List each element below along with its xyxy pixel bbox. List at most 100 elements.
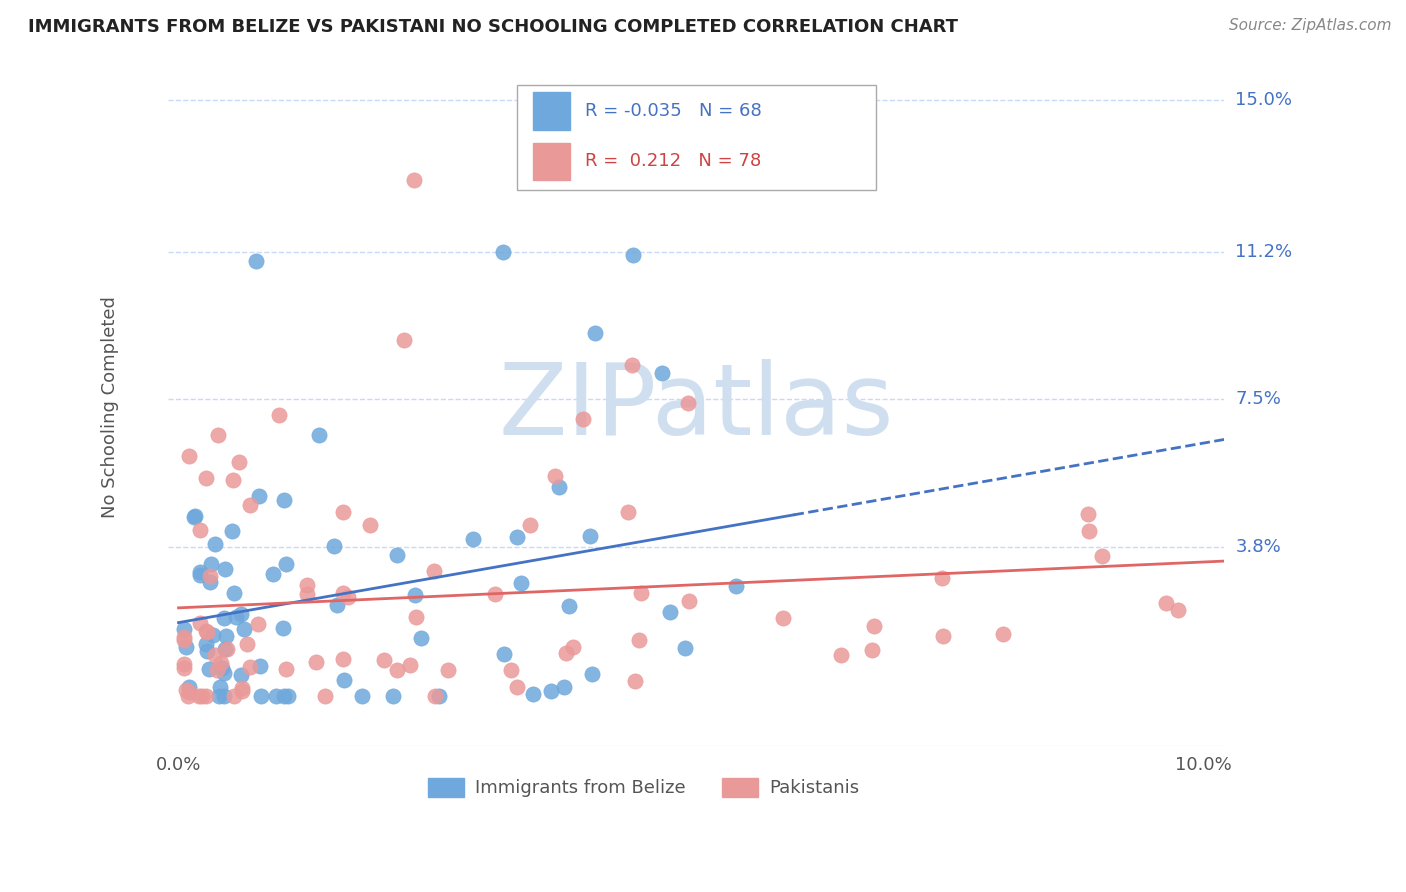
Point	[198, 575, 221, 590]
Point	[540, 683, 562, 698]
Point	[239, 659, 262, 673]
Point	[724, 578, 747, 592]
Point	[1091, 549, 1114, 563]
Point	[630, 585, 652, 599]
Point	[233, 623, 256, 637]
Point	[200, 558, 222, 572]
Point	[235, 637, 257, 651]
Point	[1078, 524, 1101, 538]
Point	[239, 498, 262, 512]
Point	[174, 682, 197, 697]
Point	[229, 668, 252, 682]
Point	[224, 586, 246, 600]
Point	[250, 689, 273, 703]
Legend: Immigrants from Belize, Pakistanis: Immigrants from Belize, Pakistanis	[420, 771, 866, 805]
Point	[305, 656, 328, 670]
Point	[772, 610, 794, 624]
Point	[195, 625, 218, 640]
Point	[863, 619, 886, 633]
Point	[297, 587, 319, 601]
Point	[553, 680, 575, 694]
Point	[325, 598, 347, 612]
Point	[436, 663, 458, 677]
FancyBboxPatch shape	[533, 143, 569, 180]
Point	[177, 681, 200, 695]
Point	[177, 684, 200, 698]
Point	[183, 510, 205, 524]
Point	[176, 640, 198, 654]
Point	[266, 689, 288, 703]
Text: ZIPatlas: ZIPatlas	[499, 359, 894, 456]
Point	[273, 493, 295, 508]
Point	[931, 571, 953, 585]
Point	[332, 505, 354, 519]
Point	[463, 532, 485, 546]
Point	[620, 358, 643, 372]
Text: 15.0%: 15.0%	[1236, 91, 1292, 110]
Point	[231, 684, 253, 698]
Point	[359, 518, 381, 533]
Point	[308, 427, 330, 442]
Point	[385, 663, 408, 677]
Point	[262, 567, 284, 582]
Point	[249, 659, 271, 673]
Point	[1077, 508, 1099, 522]
Point	[212, 689, 235, 703]
Point	[505, 680, 527, 694]
Point	[245, 254, 267, 268]
Point	[322, 539, 344, 553]
Point	[209, 656, 232, 670]
Point	[385, 548, 408, 562]
Point	[509, 575, 531, 590]
Text: No Schooling Completed: No Schooling Completed	[101, 296, 120, 518]
Point	[425, 689, 447, 703]
Point	[247, 489, 270, 503]
Point	[184, 509, 207, 524]
Point	[651, 366, 673, 380]
Point	[673, 640, 696, 655]
Point	[332, 673, 354, 688]
Point	[188, 689, 211, 703]
Point	[173, 661, 195, 675]
Point	[212, 611, 235, 625]
Point	[177, 449, 200, 463]
Point	[198, 662, 221, 676]
Point	[581, 667, 603, 681]
Point	[392, 333, 415, 347]
Point	[678, 594, 700, 608]
Point	[571, 412, 593, 426]
Point	[195, 636, 218, 650]
Point	[1156, 596, 1178, 610]
Point	[382, 689, 405, 703]
Point	[195, 689, 218, 703]
Text: IMMIGRANTS FROM BELIZE VS PAKISTANI NO SCHOOLING COMPLETED CORRELATION CHART: IMMIGRANTS FROM BELIZE VS PAKISTANI NO S…	[28, 18, 957, 36]
Point	[195, 471, 218, 485]
Point	[274, 557, 297, 571]
FancyBboxPatch shape	[533, 92, 569, 129]
Point	[214, 642, 236, 657]
Point	[1167, 603, 1189, 617]
Point	[207, 427, 229, 442]
Point	[373, 652, 395, 666]
Text: R =  0.212   N = 78: R = 0.212 N = 78	[585, 153, 762, 170]
Point	[422, 565, 444, 579]
Point	[830, 648, 852, 663]
Point	[177, 689, 200, 703]
Point	[231, 681, 253, 695]
Point	[228, 455, 250, 469]
Point	[247, 616, 270, 631]
Point	[658, 605, 681, 619]
Point	[623, 248, 645, 262]
Point	[314, 689, 336, 703]
Point	[188, 523, 211, 537]
Point	[583, 326, 606, 341]
Text: Source: ZipAtlas.com: Source: ZipAtlas.com	[1229, 18, 1392, 33]
Point	[222, 689, 245, 703]
Point	[204, 648, 226, 662]
Point	[555, 646, 578, 660]
Text: 3.8%: 3.8%	[1236, 538, 1281, 556]
Point	[273, 689, 295, 703]
Point	[209, 680, 232, 694]
Point	[404, 173, 426, 187]
Point	[173, 622, 195, 636]
